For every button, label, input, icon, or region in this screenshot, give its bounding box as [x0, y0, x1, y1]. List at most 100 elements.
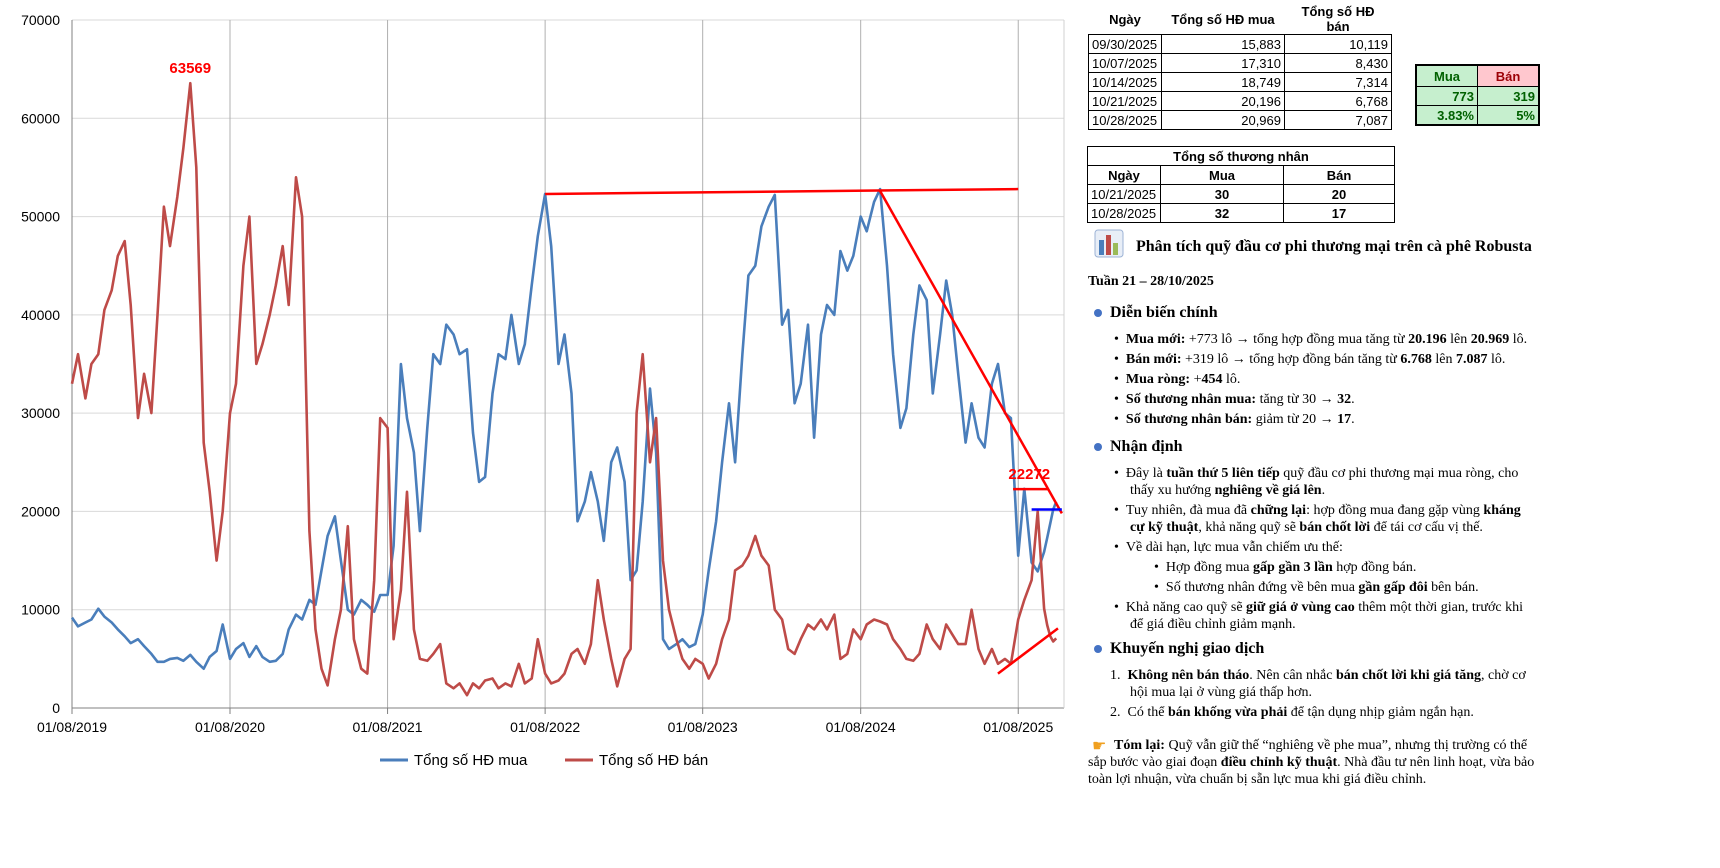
list-item: • Đây là tuần thứ 5 liên tiếp quỹ đầu cơ… — [1114, 466, 1519, 481]
weekly-positions-table: Ngày Tổng số HĐ mua Tổng số HĐ bán 09/30… — [1088, 4, 1392, 130]
item-label: Số thương nhân mua: — [1125, 392, 1257, 407]
cell-buy-traders: 32 — [1160, 203, 1284, 223]
item-text: . — [1351, 392, 1355, 407]
col-header-sell: Tổng số HĐ bán — [1284, 4, 1392, 35]
list-item-continuation: để giá điều chỉnh giảm mạnh. — [1130, 617, 1296, 633]
x-tick-label: 01/08/2020 — [195, 719, 265, 735]
traders-table: Tổng số thương nhân Ngày Mua Bán 10/21/2… — [1087, 146, 1395, 223]
item-text: Hợp đồng mua — [1165, 560, 1254, 575]
list-item: • Số thương nhân bán: giảm từ 20 → 17. — [1114, 412, 1355, 427]
item-emphasis: chững lại — [1250, 503, 1307, 518]
buy-change-pct: 3.83% — [1415, 105, 1478, 126]
summary-text: . Nhà đầu tư nên linh hoạt, vừa bảo — [1337, 755, 1535, 770]
sub-list-item: • Hợp đồng mua gấp gần 3 lần hợp đồng bá… — [1154, 560, 1417, 575]
item-label: Bán mới: — [1125, 352, 1182, 367]
x-tick-label: 01/08/2023 — [668, 719, 738, 735]
item-text: Số thương nhân đứng về bên mua — [1165, 580, 1359, 595]
y-tick-label: 60000 — [21, 110, 60, 126]
item-label: Mua ròng: — [1125, 372, 1191, 387]
cell-sell-traders: 17 — [1283, 203, 1395, 223]
table-row: 10/14/2025 18,749 7,314 — [1088, 72, 1392, 92]
trend-line — [879, 190, 1063, 515]
cell-sell: 7,087 — [1284, 110, 1392, 130]
peak-annotation: 63569 — [169, 60, 211, 77]
summary-emphasis: điều chỉnh kỹ thuật — [1220, 755, 1338, 770]
item-text: để tận dụng nhịp giảm ngắn hạn. — [1287, 705, 1474, 720]
item-emphasis: Không nên bán tháo — [1127, 668, 1250, 683]
col-header-date: Ngày — [1088, 4, 1162, 35]
buy-change-value: 773 — [1415, 86, 1478, 106]
y-tick-label: 40000 — [21, 307, 60, 323]
analysis-week: Tuần 21 – 28/10/2025 — [1088, 274, 1214, 289]
list-item-continuation: cự kỹ thuật, khả năng quỹ sẽ bán chốt lờ… — [1130, 520, 1483, 536]
x-tick-label: 01/08/2022 — [510, 719, 580, 735]
item-value: 32 — [1337, 392, 1352, 407]
item-text: Có thể — [1127, 705, 1168, 720]
section-main-developments: Diễn biến chính — [1094, 304, 1218, 322]
table-header-row: Ngày Tổng số HĐ mua Tổng số HĐ bán — [1088, 4, 1392, 35]
change-pct-row: 3.83% 5% — [1415, 105, 1540, 126]
analysis-title: Phân tích quỹ đầu cơ phi thương mại trên… — [1136, 238, 1532, 255]
item-value: 17 — [1337, 412, 1352, 427]
table-row: 10/28/2025 32 17 — [1087, 203, 1395, 223]
cell-sell: 10,119 — [1284, 34, 1392, 54]
cell-sell: 7,314 — [1284, 72, 1392, 92]
legend-label: Tổng số HĐ mua — [414, 752, 528, 769]
list-item: • Tuy nhiên, đà mua đã chững lại: hợp đồ… — [1114, 503, 1521, 518]
trend-line — [997, 627, 1059, 675]
item-text: . — [1351, 412, 1355, 427]
item-text: lên — [1431, 352, 1456, 367]
item-text: Tuy nhiên, đà mua đã — [1125, 503, 1251, 518]
traders-header-row: Ngày Mua Bán — [1087, 165, 1395, 185]
item-text: tăng từ 30 → — [1256, 392, 1338, 407]
sell-series-line — [70, 81, 1058, 697]
cell-buy: 15,883 — [1161, 34, 1285, 54]
list-item-continuation: hội mua lại ở vùng giá thấp hơn. — [1130, 685, 1312, 701]
change-sell-header: Bán — [1477, 64, 1540, 87]
section-recommendations: Khuyến nghị giao dịch — [1094, 640, 1264, 658]
cell-date: 10/21/2025 — [1087, 184, 1161, 204]
cell-buy: 18,749 — [1161, 72, 1285, 92]
right-panel: Ngày Tổng số HĐ mua Tổng số HĐ bán 09/30… — [1084, 0, 1720, 868]
item-emphasis: tuần thứ 5 liên tiếp — [1166, 466, 1280, 481]
cell-buy: 17,310 — [1161, 53, 1285, 73]
item-value: 20.196 — [1408, 332, 1447, 347]
item-text: , chờ cơ — [1481, 668, 1526, 683]
item-value: 6.768 — [1400, 352, 1432, 367]
item-emphasis: bán khống vừa phải — [1167, 705, 1288, 720]
summary-text: sắp bước vào giai đoạn — [1088, 755, 1221, 770]
y-tick-label: 10000 — [21, 602, 60, 618]
item-text: để giá điều chỉnh giảm mạnh. — [1130, 617, 1296, 632]
item-label: Mua mới: — [1125, 332, 1186, 347]
y-tick-label: 50000 — [21, 209, 60, 225]
x-tick-label: 01/08/2025 — [983, 719, 1053, 735]
y-tick-label: 20000 — [21, 503, 60, 519]
section-title-text: Khuyến nghị giao dịch — [1110, 640, 1265, 657]
item-emphasis: cự kỹ thuật — [1130, 520, 1199, 535]
item-emphasis: giữ giá ở vùng cao — [1246, 600, 1355, 615]
table-row: 10/21/2025 30 20 — [1087, 184, 1395, 204]
line-chart-svg: 0 10000 20000 30000 40000 50000 60000 70000 01/0… — [21, 12, 1065, 769]
pointing-hand-icon: ☛ — [1092, 738, 1107, 755]
item-value: 20.969 — [1470, 332, 1510, 347]
section-title-text: Nhận định — [1110, 438, 1183, 455]
list-item: • Bán mới: +319 lô → tổng hợp đồng bán t… — [1114, 352, 1506, 367]
sub-list-item: • Số thương nhân đứng về bên mua gần gấp… — [1154, 580, 1479, 595]
trend-line — [545, 187, 1019, 196]
summary-line: toàn lợi nhuận, vừa chuẩn bị sẵn lực mua… — [1088, 772, 1426, 788]
bullet-icon — [1094, 645, 1102, 654]
x-tick-label: 01/08/2024 — [826, 719, 896, 735]
item-text: bên bán. — [1427, 580, 1479, 595]
y-tick-label: 30000 — [21, 405, 60, 421]
cot-chart: 0 10000 20000 30000 40000 50000 60000 70000 01/0… — [21, 12, 1065, 769]
sell-change-value: 319 — [1477, 86, 1540, 106]
item-text: , khả năng quỹ sẽ — [1198, 520, 1300, 535]
item-emphasis: kháng — [1483, 503, 1521, 518]
item-text: lô. — [1509, 332, 1528, 347]
list-item: 1. Không nên bán tháo. Nên cân nhắc bán … — [1110, 668, 1526, 683]
item-emphasis: gấp gần 3 lần — [1253, 560, 1333, 575]
list-item: • Số thương nhân mua: tăng từ 30 → 32. — [1114, 392, 1355, 407]
item-value: 454 — [1201, 372, 1223, 387]
list-item: • Mua mới: +773 lô → tổng hợp đồng mua t… — [1114, 332, 1528, 347]
item-emphasis: nghiêng về giá lên — [1214, 483, 1322, 498]
